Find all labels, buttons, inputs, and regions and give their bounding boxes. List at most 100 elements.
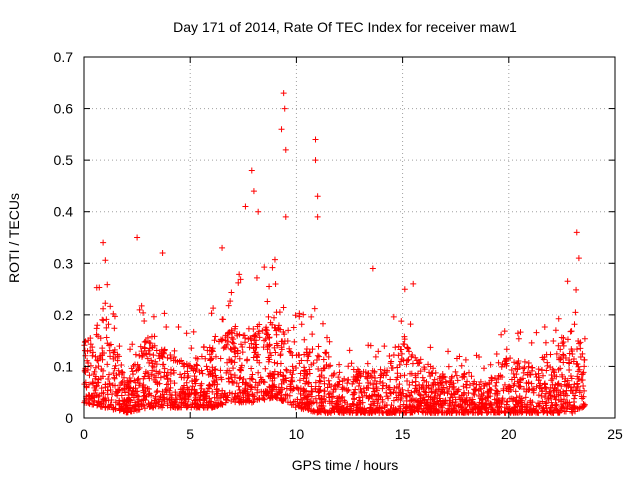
data-point: [289, 371, 296, 378]
data-point: [528, 380, 535, 387]
data-point: [225, 302, 232, 309]
data-point: [487, 387, 494, 394]
data-point: [125, 392, 132, 399]
data-point: [272, 349, 279, 356]
data-point: [192, 354, 199, 361]
data-point: [151, 333, 158, 340]
data-point: [143, 338, 150, 345]
data-point: [250, 354, 257, 361]
data-point: [248, 365, 255, 372]
data-point: [198, 380, 205, 387]
data-point: [493, 387, 500, 394]
data-point: [548, 404, 555, 411]
data-point: [237, 366, 244, 373]
data-point: [452, 368, 459, 375]
data-point: [144, 334, 151, 341]
data-point: [566, 366, 573, 373]
data-point: [354, 371, 361, 378]
data-point: [477, 378, 484, 385]
data-point: [297, 385, 304, 392]
data-point: [276, 309, 283, 316]
data-point: [178, 357, 185, 364]
data-point: [285, 327, 292, 334]
data-point: [181, 400, 188, 407]
data-point: [376, 404, 383, 411]
data-point: [204, 404, 211, 411]
data-point: [579, 370, 586, 377]
data-point: [95, 379, 102, 386]
data-point: [441, 373, 448, 380]
data-point: [379, 398, 386, 405]
data-point: [348, 360, 355, 367]
data-point: [158, 352, 165, 359]
data-point: [126, 396, 133, 403]
data-point: [286, 348, 293, 355]
x-tick-label: 10: [289, 426, 305, 442]
data-point: [114, 357, 121, 364]
data-point: [425, 382, 432, 389]
data-point: [227, 371, 234, 378]
data-point: [577, 345, 584, 352]
x-axis-label: GPS time / hours: [292, 457, 399, 473]
data-point: [391, 385, 398, 392]
data-point: [286, 392, 293, 399]
data-point: [574, 381, 581, 388]
data-point: [449, 373, 456, 380]
data-point: [129, 341, 136, 348]
data-point: [366, 393, 373, 400]
data-point: [234, 332, 241, 339]
data-point: [313, 357, 320, 364]
data-point: [428, 404, 435, 411]
data-point: [210, 305, 217, 312]
data-point: [237, 374, 244, 381]
data-point: [288, 374, 295, 381]
data-point: [141, 344, 148, 351]
data-point: [193, 376, 200, 383]
data-point: [84, 366, 91, 373]
data-point: [508, 367, 515, 374]
data-point: [212, 333, 219, 340]
data-point: [265, 313, 272, 320]
data-point: [552, 327, 559, 334]
data-point: [112, 362, 119, 369]
data-point: [235, 279, 242, 286]
data-point: [298, 357, 305, 364]
data-point: [312, 379, 319, 386]
data-point: [369, 406, 376, 413]
data-point: [126, 384, 133, 391]
data-point: [344, 380, 351, 387]
data-point: [183, 330, 190, 337]
data-point: [475, 392, 482, 399]
data-point: [281, 105, 288, 112]
data-point: [405, 356, 412, 363]
data-point: [287, 383, 294, 390]
data-point: [521, 358, 528, 365]
data-point: [469, 404, 476, 411]
data-point: [280, 90, 287, 97]
data-point: [341, 375, 348, 382]
data-point: [206, 395, 213, 402]
data-point: [514, 330, 521, 337]
data-point: [109, 391, 116, 398]
data-point: [242, 203, 249, 210]
data-point: [445, 363, 452, 370]
data-point: [140, 389, 147, 396]
data-point: [432, 381, 439, 388]
data-point: [228, 334, 235, 341]
data-point: [111, 365, 118, 372]
data-point: [386, 353, 393, 360]
data-point: [575, 363, 582, 370]
data-point: [119, 398, 126, 405]
data-point: [93, 284, 100, 291]
data-point: [504, 398, 511, 405]
data-point: [573, 229, 580, 236]
data-point: [309, 346, 316, 353]
data-point: [279, 386, 286, 393]
data-point: [209, 388, 216, 395]
data-point: [372, 409, 379, 416]
data-point: [172, 357, 179, 364]
data-point: [326, 398, 333, 405]
data-point: [390, 404, 397, 411]
data-point: [484, 394, 491, 401]
data-point: [300, 375, 307, 382]
